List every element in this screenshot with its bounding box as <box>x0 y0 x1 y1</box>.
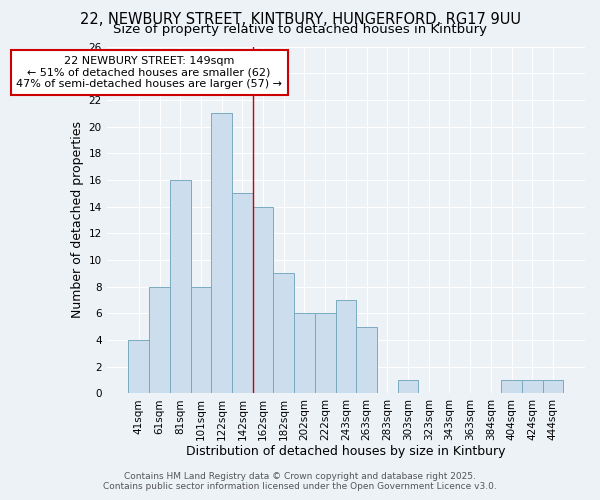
Bar <box>128 340 149 394</box>
X-axis label: Distribution of detached houses by size in Kintbury: Distribution of detached houses by size … <box>186 444 506 458</box>
Bar <box>335 300 356 394</box>
Bar <box>398 380 418 394</box>
Text: Size of property relative to detached houses in Kintbury: Size of property relative to detached ho… <box>113 22 487 36</box>
Y-axis label: Number of detached properties: Number of detached properties <box>71 122 85 318</box>
Bar <box>253 206 274 394</box>
Text: 22, NEWBURY STREET, KINTBURY, HUNGERFORD, RG17 9UU: 22, NEWBURY STREET, KINTBURY, HUNGERFORD… <box>79 12 521 28</box>
Bar <box>211 113 232 394</box>
Bar <box>191 286 211 394</box>
Bar <box>232 193 253 394</box>
Bar <box>149 286 170 394</box>
Bar <box>274 274 294 394</box>
Bar <box>522 380 542 394</box>
Bar <box>170 180 191 394</box>
Bar <box>542 380 563 394</box>
Bar <box>315 314 335 394</box>
Bar <box>356 326 377 394</box>
Text: Contains HM Land Registry data © Crown copyright and database right 2025.
Contai: Contains HM Land Registry data © Crown c… <box>103 472 497 491</box>
Text: 22 NEWBURY STREET: 149sqm
← 51% of detached houses are smaller (62)
47% of semi-: 22 NEWBURY STREET: 149sqm ← 51% of detac… <box>16 56 282 89</box>
Bar <box>501 380 522 394</box>
Bar <box>294 314 315 394</box>
